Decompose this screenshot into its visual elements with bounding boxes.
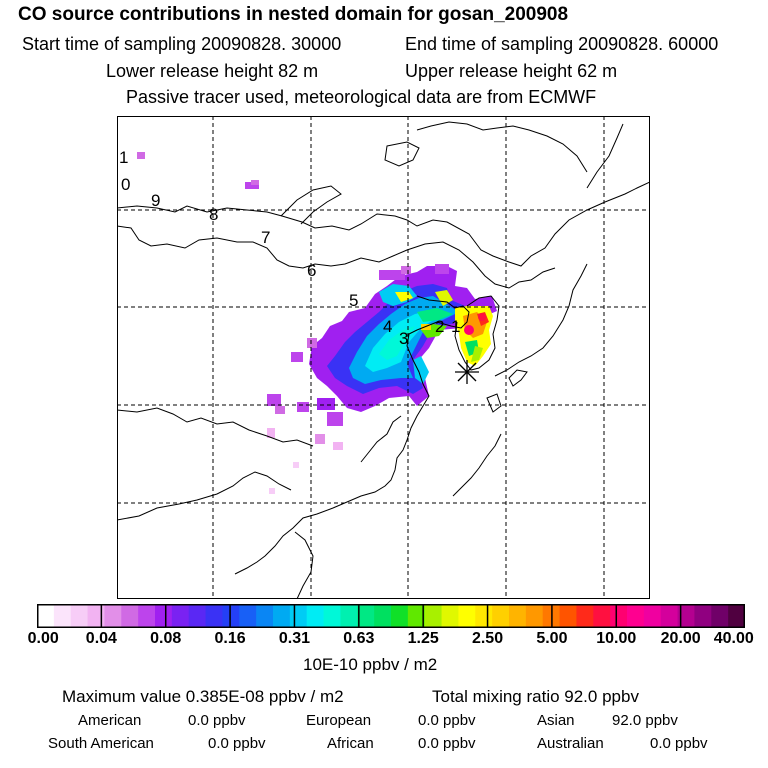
color-bar-cell [70, 604, 89, 628]
color-bar-cell [171, 604, 190, 628]
source-contribution-map: 1 0 9 8 7 6 5 4 3 2 1 [117, 116, 650, 599]
color-bar-cell [509, 604, 527, 628]
coastlines [117, 121, 650, 599]
trajectory-label: 7 [261, 228, 270, 247]
color-bar-cell [677, 604, 696, 628]
color-bar-cell [53, 604, 72, 628]
color-bar-cell [407, 604, 426, 628]
color-bar-cell [87, 604, 106, 628]
color-bar-cell [458, 604, 476, 628]
color-bar-cell [576, 604, 594, 628]
color-bar-cell [239, 604, 257, 628]
page-title: CO source contributions in nested domain… [18, 4, 569, 25]
color-bar-cell [323, 604, 342, 628]
trajectory-labels: 1 0 9 8 7 6 5 4 3 2 1 [119, 148, 460, 348]
tracer-note: Passive tracer used, meteorological data… [126, 87, 597, 107]
trajectory-label: 8 [209, 205, 218, 224]
region-name: European [306, 712, 372, 729]
region-value: 0.0 ppbv [650, 735, 708, 752]
color-bar-cell [627, 604, 645, 628]
color-bar-tick-label: 0.00 [27, 630, 59, 647]
trajectory-label: 9 [151, 191, 160, 210]
trajectory-label: 5 [349, 291, 358, 310]
color-bar-cell [711, 604, 729, 628]
color-bar-cell [138, 604, 156, 628]
region-name: African [327, 735, 374, 752]
color-bar-tick-label: 0.04 [85, 630, 117, 647]
color-bar-cell [188, 604, 207, 628]
concentration-field [137, 152, 497, 494]
color-bar-tick-label: 5.00 [536, 630, 568, 647]
total-mixing-ratio: Total mixing ratio 92.0 ppbv [432, 687, 639, 706]
color-bar-cell [374, 604, 392, 628]
trajectory-label: 6 [307, 261, 316, 280]
maximum-value: Maximum value 0.385E-08 ppbv / m2 [62, 687, 344, 706]
color-bar-cell [559, 604, 578, 628]
color-bar-tick-label: 40.00 [713, 630, 754, 647]
region-name: Asian [537, 712, 575, 729]
trajectory-label: 4 [383, 317, 392, 336]
color-bar-tick-label: 0.08 [150, 630, 182, 647]
color-bar-cell [610, 604, 628, 628]
color-bar-tick-label: 0.16 [214, 630, 246, 647]
color-bar-cell [155, 604, 173, 628]
color-bar-cell [104, 604, 122, 628]
color-bar-tick-label: 10.00 [596, 630, 637, 647]
color-bar-cell [475, 604, 493, 628]
color-bar-cell [424, 604, 443, 628]
color-bar [37, 604, 745, 628]
color-bar-cell [306, 604, 325, 628]
region-name: American [78, 712, 142, 729]
end-time: End time of sampling 20090828. 60000 [405, 34, 719, 54]
color-bar-tick-label: 0.63 [343, 630, 375, 647]
trajectory-label: 3 [399, 329, 408, 348]
trajectory-label: 1 [451, 317, 460, 336]
color-bar-cell [340, 604, 358, 628]
region-name: Australian [537, 735, 604, 752]
color-bar-cell [441, 604, 460, 628]
region-value: 0.0 ppbv [418, 712, 476, 729]
color-bar-cell [593, 604, 611, 628]
color-bar-cell [391, 604, 409, 628]
color-bar-cell [694, 604, 712, 628]
color-bar-cell [660, 604, 679, 628]
receptor-star-icon [455, 360, 479, 384]
color-bar-cell [357, 604, 375, 628]
color-bar-cell [643, 604, 662, 628]
color-bar-cell [222, 604, 240, 628]
color-bar-cell [525, 604, 544, 628]
color-bar-cell [205, 604, 224, 628]
region-value: 0.0 ppbv [418, 735, 476, 752]
color-bar-cell [492, 604, 510, 628]
color-bar-tick-label: 20.00 [660, 630, 701, 647]
color-bar-cell [121, 604, 139, 628]
grid-lines [117, 116, 650, 599]
color-bar-tick-label: 2.50 [471, 630, 504, 647]
region-value: 0.0 ppbv [208, 735, 266, 752]
lower-release-height: Lower release height 82 m [106, 61, 319, 81]
region-value: 0.0 ppbv [188, 712, 246, 729]
trajectory-label: 2 [435, 317, 444, 336]
color-bar-cell [728, 604, 745, 628]
color-bar-tick-label: 1.25 [407, 630, 439, 647]
upper-release-height: Upper release height 62 m [405, 61, 618, 81]
color-bar-cell [37, 604, 55, 628]
color-bar-cell [256, 604, 274, 628]
color-bar-cell [289, 604, 308, 628]
start-time: Start time of sampling 20090828. 30000 [22, 34, 342, 54]
color-bar-units: 10E-10 ppbv / m2 [303, 655, 438, 674]
trajectory-label: 0 [121, 175, 130, 194]
region-name: South American [48, 735, 154, 752]
trajectory-label: 1 [119, 148, 128, 167]
color-bar-cell [273, 604, 291, 628]
region-value: 92.0 ppbv [612, 712, 678, 729]
color-bar-tick-label: 0.31 [278, 630, 311, 647]
